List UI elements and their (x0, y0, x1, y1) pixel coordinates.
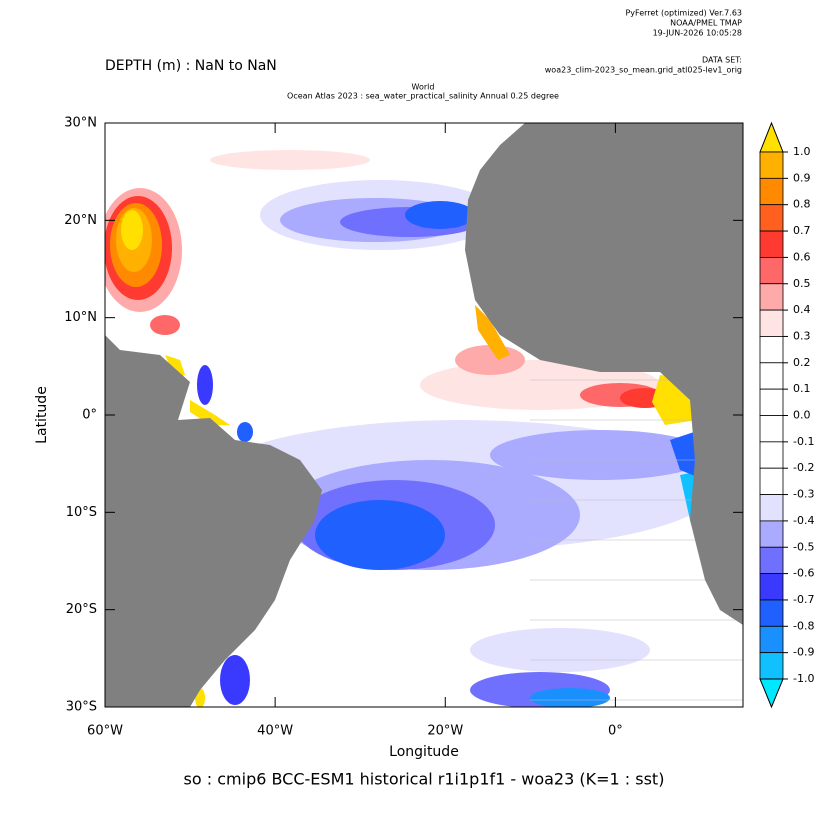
colorbar-arrow (759, 121, 784, 153)
field-contour (405, 201, 475, 229)
field-contour (475, 305, 510, 360)
colorbar-band (759, 652, 784, 680)
colorbar-label: -0.7 (793, 593, 814, 606)
title: Ocean Atlas 2023 : sea_water_practical_s… (287, 92, 559, 101)
field-contour (455, 345, 525, 375)
x-tick-label: 0° (608, 724, 623, 739)
caption: so : cmip6 BCC-ESM1 historical r1i1p1f1 … (184, 770, 665, 789)
colorbar-label: 0.4 (793, 303, 811, 316)
x-label: Longitude (389, 744, 459, 760)
depth: DEPTH (m) : NaN to NaN (105, 58, 277, 74)
dataset: woa23_clim-2023_so_mean.grid_atl025-lev1… (545, 66, 742, 75)
colorbar-label: -0.1 (793, 435, 814, 448)
x-tick-label: 20°W (427, 724, 463, 739)
colorbar-band (759, 151, 784, 179)
y-tick-label: 30°N (64, 116, 97, 131)
colorbar-label: -0.9 (793, 646, 814, 659)
colorbar-label: 0.3 (793, 329, 811, 342)
colorbar-arrow (759, 678, 784, 709)
colorbar-label: 0.5 (793, 277, 811, 290)
colorbar-band (759, 309, 784, 337)
axes: 60°W 40°W 20°W 0° 30°N 20°N 10°N 0° 10°S 20°S 30°S (64, 116, 744, 739)
colorbar-band (759, 336, 784, 364)
field-contour (220, 655, 250, 705)
colorbar-band (759, 388, 784, 416)
colorbar-label: 0.8 (793, 198, 811, 211)
field-contour (150, 315, 180, 335)
colorbar-band (759, 177, 784, 206)
header: 19-JUN-2026 10:05:28 (653, 29, 742, 38)
field-contour (210, 150, 370, 170)
colorbar-band (759, 204, 784, 232)
field-contour (490, 430, 710, 480)
colorbar-band (759, 573, 784, 601)
colorbar-band (759, 283, 784, 311)
field-contour (121, 210, 143, 250)
field-contour (470, 628, 650, 672)
field-contour (315, 500, 445, 570)
colorbar-label: 1.0 (793, 145, 811, 158)
colorbar-band (759, 546, 784, 575)
colorbar-band (759, 494, 784, 522)
colorbar-band (759, 230, 784, 258)
colorbar-band (759, 256, 784, 285)
colorbar: 1.0 0.9 0.8 0.7 0.6 0.5 0.4 0.3 0.2 0.1 0.0 -0.1 -0.… (759, 121, 814, 709)
colorbar-label: 0.6 (793, 250, 811, 263)
x-tick-label: 60°W (87, 724, 123, 739)
field-contour (197, 365, 213, 405)
colorbar-label: 0.9 (793, 171, 811, 184)
y-tick-label: 30°S (66, 700, 97, 715)
land (105, 123, 743, 707)
y-label: Latitude (34, 386, 50, 444)
colorbar-label: -0.3 (793, 488, 814, 501)
y-tick-label: 20°S (66, 602, 97, 617)
colorbar-label: -0.8 (793, 619, 814, 632)
header: NOAA/PMEL TMAP (670, 19, 742, 28)
y-tick-label: 0° (82, 408, 97, 423)
colorbar-band (759, 599, 784, 627)
dataset-label: DATA SET: (702, 56, 742, 65)
y-tick-label: 10°S (66, 505, 97, 520)
x-tick-label: 40°W (257, 724, 293, 739)
colorbar-label: 0.0 (793, 409, 811, 422)
colorbar-label: 0.7 (793, 224, 811, 237)
colorbar-label: -0.4 (793, 514, 814, 527)
colorbar-label: 0.1 (793, 382, 811, 395)
y-tick-label: 20°N (64, 213, 97, 228)
colorbar-band (759, 467, 784, 495)
header: PyFerret (optimized) Ver.7.63 (625, 9, 742, 18)
colorbar-label: -1.0 (793, 672, 814, 685)
colorbar-band (759, 441, 784, 469)
colorbar-label: -0.5 (793, 540, 814, 553)
y-tick-label: 10°N (64, 310, 97, 325)
colorbar-band (759, 520, 784, 548)
colorbar-band (759, 362, 784, 390)
colorbar-band (759, 625, 784, 654)
land-mass (105, 335, 322, 707)
colorbar-label: -0.6 (793, 567, 814, 580)
field-contour (190, 400, 230, 425)
field-contour (165, 355, 185, 378)
field-contour (237, 422, 253, 442)
title: World (412, 83, 435, 92)
colorbar-band (759, 415, 784, 443)
colorbar-label: 0.2 (793, 356, 811, 369)
field-contour (530, 688, 610, 707)
land-mass (465, 123, 743, 625)
colorbar-label: -0.2 (793, 461, 814, 474)
